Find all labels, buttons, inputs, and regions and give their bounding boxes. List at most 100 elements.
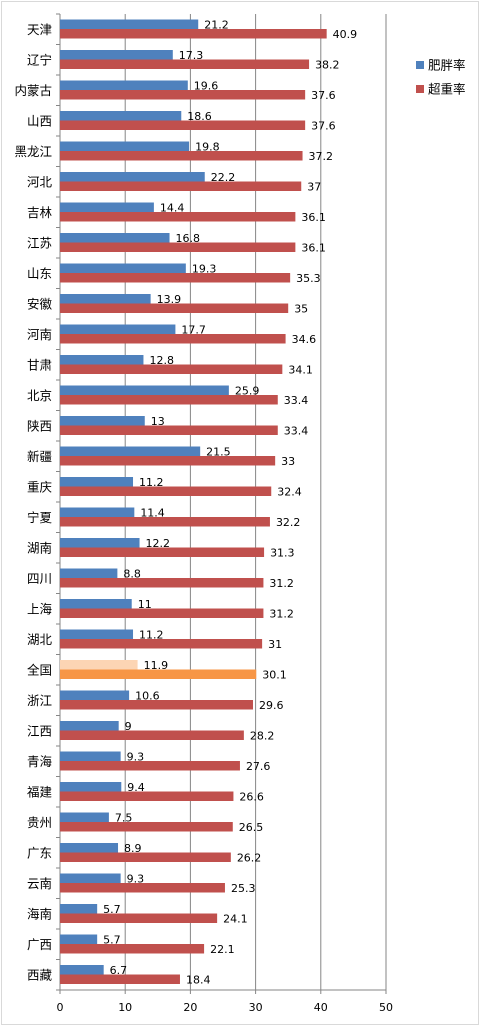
data-label: 32.4 xyxy=(277,485,302,498)
obesity-bar xyxy=(60,782,122,792)
obesity-bar xyxy=(60,141,190,151)
obesity-bar xyxy=(60,202,154,212)
data-label: 9.4 xyxy=(127,781,144,794)
data-label: 17.3 xyxy=(179,49,204,62)
data-label: 22.1 xyxy=(210,943,235,956)
data-label: 31.3 xyxy=(270,546,295,559)
obesity-bar xyxy=(60,385,229,395)
obesity-bar xyxy=(60,751,121,761)
data-label: 11.2 xyxy=(139,628,164,641)
category-label: 宁夏 xyxy=(27,510,53,525)
overweight-bar xyxy=(60,761,240,771)
obesity-bar xyxy=(60,873,121,883)
category-label: 福建 xyxy=(27,784,53,799)
overweight-bar xyxy=(60,791,234,801)
data-label: 37.6 xyxy=(311,119,336,132)
obesity-bar xyxy=(60,111,182,121)
overweight-bar xyxy=(60,700,253,710)
data-label: 12.2 xyxy=(146,537,171,550)
legend-label: 超重率 xyxy=(428,82,466,97)
overweight-bar xyxy=(60,181,302,191)
data-label: 22.2 xyxy=(211,171,236,184)
category-label: 浙江 xyxy=(27,693,52,708)
overweight-bar xyxy=(60,273,291,283)
overweight-bar xyxy=(60,29,327,39)
overweight-bar xyxy=(60,578,264,588)
data-label: 18.4 xyxy=(186,973,211,986)
data-label: 25.9 xyxy=(235,384,259,397)
category-label: 江西 xyxy=(27,723,52,738)
obesity-bar xyxy=(60,263,186,273)
overweight-bar xyxy=(60,517,270,527)
category-label: 吉林 xyxy=(27,205,53,220)
data-label: 9.3 xyxy=(127,872,145,885)
x-tick-label: 30 xyxy=(249,1001,263,1014)
data-label: 33 xyxy=(281,455,295,468)
data-label: 19.8 xyxy=(195,140,220,153)
overweight-bar xyxy=(60,608,264,618)
legend-label: 肥胖率 xyxy=(428,58,466,73)
category-label: 山东 xyxy=(27,266,52,281)
overweight-bar xyxy=(60,151,303,161)
overweight-bar xyxy=(60,425,278,435)
category-labels: 天津辽宁内蒙古山西黑龙江河北吉林江苏山东安徽河南甘肃北京陕西新疆重庆宁夏湖南四川… xyxy=(14,13,60,991)
data-label: 31.2 xyxy=(269,607,294,620)
data-label: 30.1 xyxy=(262,668,287,681)
data-label: 37.6 xyxy=(311,89,336,102)
category-label: 贵州 xyxy=(27,815,52,830)
data-label: 37 xyxy=(307,180,321,193)
data-label: 13 xyxy=(151,415,165,428)
data-label: 36.1 xyxy=(301,211,326,224)
obesity-bar xyxy=(60,965,104,975)
category-label: 重庆 xyxy=(27,479,53,494)
category-label: 江苏 xyxy=(27,235,52,250)
category-label: 河南 xyxy=(27,327,52,342)
category-label: 云南 xyxy=(27,876,52,891)
data-label: 14.4 xyxy=(160,201,185,214)
category-label: 广东 xyxy=(27,845,52,860)
data-label: 28.2 xyxy=(250,729,275,742)
overweight-bar xyxy=(60,334,286,344)
data-label: 13.9 xyxy=(157,293,182,306)
data-label: 35 xyxy=(294,302,308,315)
data-label: 5.7 xyxy=(103,933,121,946)
data-label: 35.3 xyxy=(296,272,321,285)
data-label: 17.7 xyxy=(181,323,206,336)
bars-group: 21.2 40.9 17.3 38.2 19.6 37.6 18.6 37.6 19.8 37.2… xyxy=(60,18,357,986)
legend-swatch xyxy=(416,85,424,93)
obesity-bar xyxy=(60,690,130,700)
data-label: 29.6 xyxy=(259,699,284,712)
category-label: 西藏 xyxy=(27,967,53,982)
overweight-bar xyxy=(60,883,225,893)
x-tick-labels: 0 10 20 30 40 50 xyxy=(57,990,393,1014)
obesity-bar xyxy=(60,843,119,853)
data-label: 38.2 xyxy=(315,58,340,71)
data-label: 21.5 xyxy=(206,445,231,458)
category-label: 湖南 xyxy=(27,540,52,555)
obesity-bar xyxy=(60,294,151,304)
category-label: 内蒙古 xyxy=(14,83,52,98)
overweight-bar xyxy=(60,59,310,69)
obesity-bar xyxy=(60,416,145,426)
obesity-bar xyxy=(60,50,173,60)
data-label: 9.3 xyxy=(127,750,145,763)
data-label: 32.2 xyxy=(276,516,301,529)
data-label: 10.6 xyxy=(135,689,160,702)
data-label: 24.1 xyxy=(223,912,248,925)
obesity-bar xyxy=(60,19,199,29)
overweight-bar xyxy=(60,456,276,466)
category-label: 上海 xyxy=(27,601,53,616)
obesity-bar xyxy=(60,721,119,731)
x-tick-label: 40 xyxy=(314,1001,328,1014)
overweight-bar xyxy=(60,944,205,954)
overweight-bar xyxy=(60,852,231,862)
obesity-bar xyxy=(60,446,201,456)
x-tick-label: 10 xyxy=(118,1001,132,1014)
data-label: 8.9 xyxy=(124,842,142,855)
category-label: 山西 xyxy=(27,113,52,128)
data-label: 21.2 xyxy=(204,18,229,31)
category-label: 青海 xyxy=(27,754,53,769)
overweight-bar xyxy=(60,913,218,923)
